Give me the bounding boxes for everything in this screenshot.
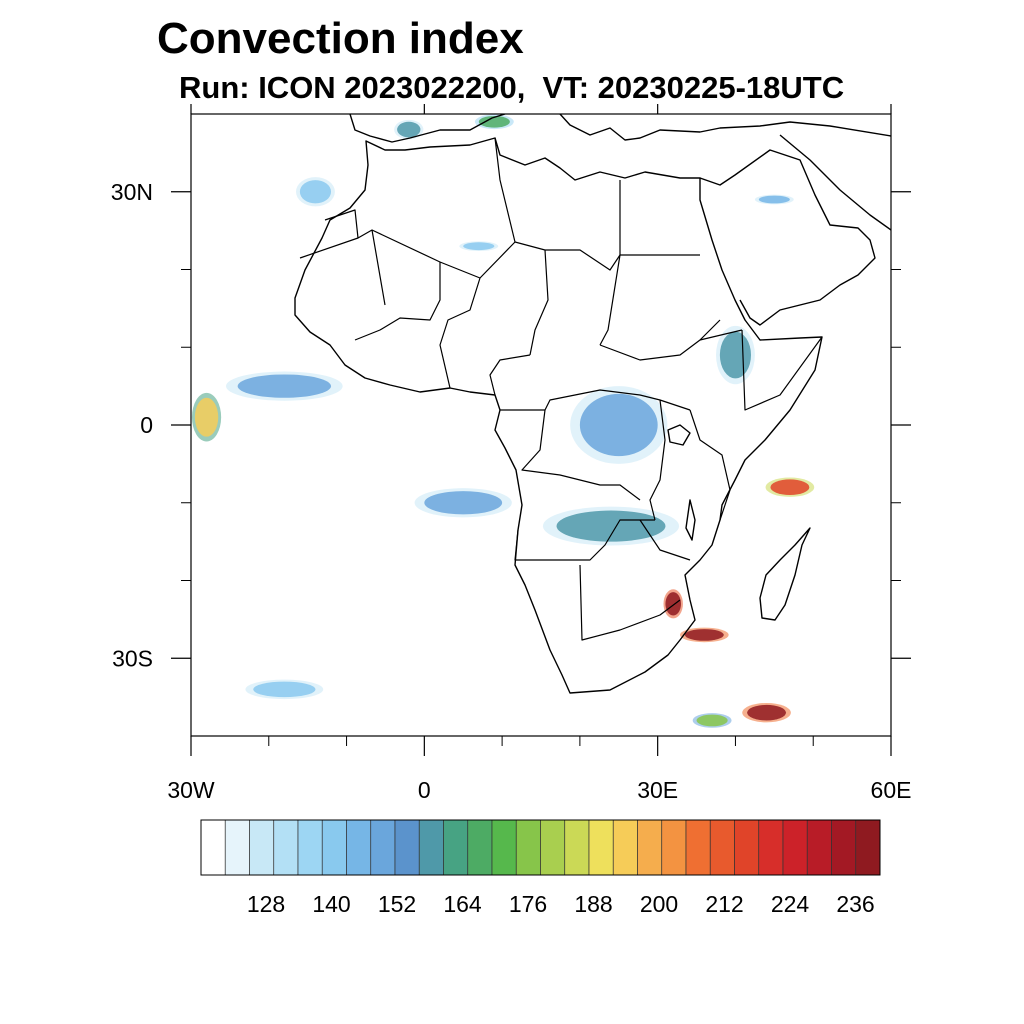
- convection-cell: [665, 592, 682, 616]
- europe-coastline: [349, 114, 891, 143]
- coastlines-borders: [294, 114, 891, 694]
- colorbar-label: 176: [509, 891, 547, 917]
- convection-cell: [758, 195, 790, 204]
- colorbar-label: 152: [378, 891, 416, 917]
- colorbar-label: 188: [574, 891, 612, 917]
- madagascar-coastline: [759, 527, 811, 621]
- convection-cell: [478, 115, 510, 128]
- colorbar-label: 128: [247, 891, 285, 917]
- convection-cell: [299, 180, 332, 204]
- map-frame: [190, 113, 892, 737]
- colorbar-swatch: [782, 819, 808, 876]
- convection-cell: [684, 629, 724, 641]
- convection-cell: [719, 331, 752, 379]
- colorbar-swatch: [224, 819, 250, 876]
- y-tick-label: 30N: [111, 179, 153, 205]
- colorbar-swatch: [273, 819, 299, 876]
- colorbar-label: 236: [836, 891, 874, 917]
- colorbar-label: 212: [705, 891, 743, 917]
- colorbar-swatch: [855, 819, 881, 876]
- colorbar-swatch: [661, 819, 687, 876]
- colorbar-swatch: [346, 819, 372, 876]
- colorbar: 128 140 152 164 176 188 200 212 224 236: [200, 819, 881, 917]
- colorbar-swatch: [370, 819, 396, 876]
- colorbar-swatch: [491, 819, 517, 876]
- colorbar-swatch: [637, 819, 663, 876]
- colorbar-swatch: [734, 819, 760, 876]
- colorbar-outline: [200, 819, 881, 876]
- colorbar-swatch: [515, 819, 541, 876]
- country-borders: [299, 137, 823, 641]
- colorbar-swatch: [588, 819, 614, 876]
- colorbar-label: 164: [443, 891, 482, 917]
- colorbar-swatch: [758, 819, 784, 876]
- x-tick-label: 60E: [871, 777, 912, 803]
- convection-cell: [397, 121, 421, 138]
- y-tick-label: 0: [140, 412, 153, 438]
- africa-coastline: [294, 137, 823, 694]
- colorbar-swatch: [394, 819, 420, 876]
- colorbar-swatch: [249, 819, 275, 876]
- convection-cell: [747, 704, 787, 721]
- convection-cell: [253, 681, 316, 698]
- y-tick-label: 30S: [112, 645, 153, 671]
- convection-cell: [237, 374, 332, 398]
- plot-title: Convection index: [157, 14, 524, 63]
- colorbar-label: 224: [771, 891, 810, 917]
- colorbar-swatch: [806, 819, 832, 876]
- x-tick-label: 0: [418, 777, 431, 803]
- colorbar-swatch: [564, 819, 590, 876]
- colorbar-label: 200: [640, 891, 678, 917]
- colorbar-swatch: [467, 819, 493, 876]
- colorbar-swatch: [321, 819, 347, 876]
- colorbar-swatch: [685, 819, 711, 876]
- persia-coastline: [779, 134, 891, 231]
- convection-cell: [463, 242, 495, 251]
- convection-cell: [556, 510, 666, 542]
- x-tick-label: 30W: [167, 777, 215, 803]
- colorbar-label: 140: [312, 891, 350, 917]
- colorbar-swatch: [709, 819, 735, 876]
- colorbar-swatch: [831, 819, 857, 876]
- colorbar-swatch: [200, 819, 226, 876]
- convection-cell: [696, 714, 728, 727]
- colorbar-swatch: [418, 819, 444, 876]
- lake-victoria: [667, 424, 691, 446]
- convection-cell: [579, 393, 658, 457]
- arabia-coastline: [699, 149, 876, 326]
- convection-field: [191, 114, 815, 728]
- convection-cell: [424, 491, 503, 515]
- plot-subtitle: Run: ICON 2023022200, VT: 20230225-18UTC: [179, 70, 845, 105]
- colorbar-swatch: [540, 819, 566, 876]
- colorbar-swatch: [297, 819, 323, 876]
- convection-cell: [770, 479, 810, 495]
- colorbar-swatch: [443, 819, 469, 876]
- convection-cell: [194, 397, 219, 437]
- map-axes: 30W 0 30E 60E 30N 0 30S: [111, 104, 912, 803]
- colorbar-swatch: [612, 819, 638, 876]
- lake-malawi: [685, 499, 696, 541]
- x-tick-label: 30E: [637, 777, 678, 803]
